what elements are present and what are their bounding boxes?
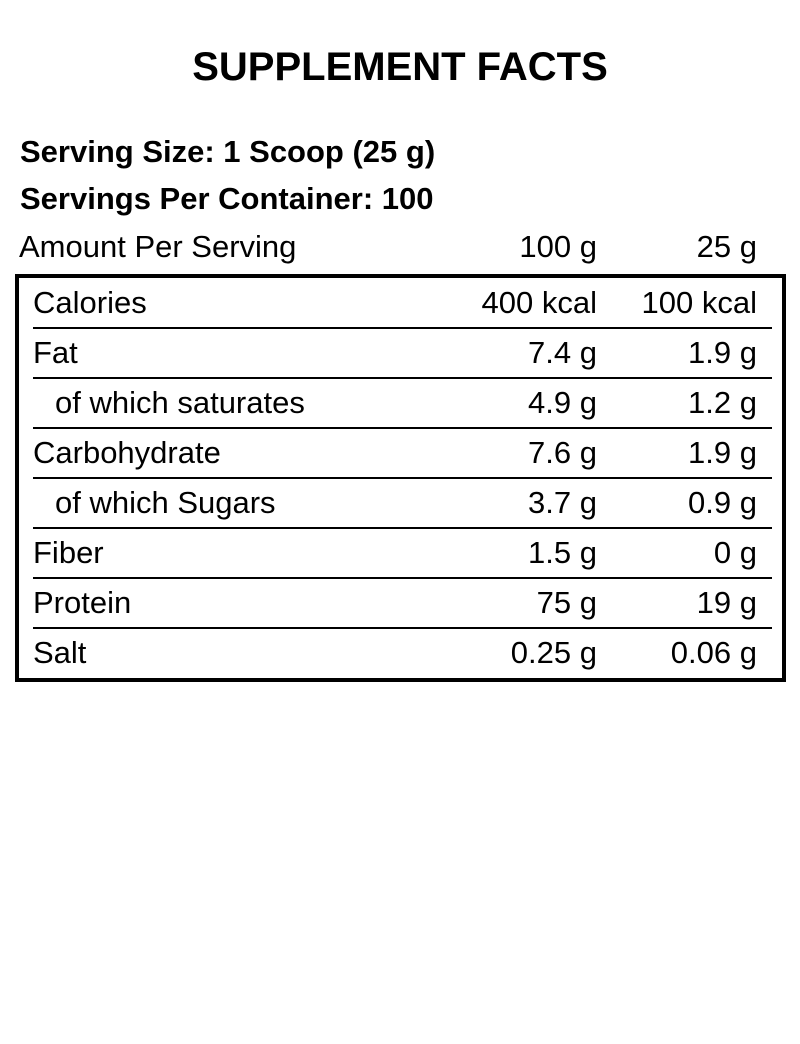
nutrient-label: Calories [33, 285, 147, 320]
value-per-25g: 0 g [713, 535, 757, 570]
table-row: of which saturates 4.9 g 1.2 g [19, 378, 782, 429]
value-per-25g: 0.9 g [688, 485, 757, 520]
serving-size-line: Serving Size: 1 Scoop (25 g) [20, 134, 436, 169]
table-row: Carbohydrate 7.6 g 1.9 g [19, 428, 782, 479]
nutrient-label: Carbohydrate [33, 435, 221, 470]
value-per-100g: 3.7 g [528, 485, 597, 520]
table-row: Fiber 1.5 g 0 g [19, 528, 782, 579]
value-per-100g: 4.9 g [528, 385, 597, 420]
value-per-25g: 100 kcal [641, 285, 757, 320]
column-header-25g: 25 g [696, 229, 757, 264]
value-per-100g: 1.5 g [528, 535, 597, 570]
column-header-row: Amount Per Serving 100 g 25 g [19, 226, 782, 268]
table-row: Protein 75 g 19 g [19, 578, 782, 629]
supplement-facts-label: SUPPLEMENT FACTS Serving Size: 1 Scoop (… [0, 44, 800, 1044]
nutrient-label: Protein [33, 585, 132, 620]
value-per-25g: 1.9 g [688, 335, 757, 370]
value-per-100g: 7.4 g [528, 335, 597, 370]
value-per-25g: 1.9 g [688, 435, 757, 470]
column-header-100g: 100 g [519, 229, 597, 264]
nutrient-label: Salt [33, 635, 87, 670]
table-row: Salt 0.25 g 0.06 g [19, 628, 782, 678]
value-per-100g: 0.25 g [510, 635, 597, 670]
nutrient-label: Fat [33, 335, 78, 370]
table-row: Fat 7.4 g 1.9 g [19, 328, 782, 379]
servings-per-container-line: Servings Per Container: 100 [20, 181, 434, 216]
value-per-100g: 400 kcal [481, 285, 597, 320]
value-per-25g: 0.06 g [670, 635, 757, 670]
table-row: of which Sugars 3.7 g 0.9 g [19, 478, 782, 529]
value-per-100g: 7.6 g [528, 435, 597, 470]
nutrition-table: Calories 400 kcal 100 kcal Fat 7.4 g 1.9… [15, 274, 786, 682]
nutrient-label: Fiber [33, 535, 104, 570]
value-per-25g: 1.2 g [688, 385, 757, 420]
table-row: Calories 400 kcal 100 kcal [19, 278, 782, 329]
nutrient-label: of which Sugars [55, 485, 276, 520]
amount-per-serving-label: Amount Per Serving [19, 229, 297, 264]
value-per-100g: 75 g [536, 585, 597, 620]
value-per-25g: 19 g [696, 585, 757, 620]
nutrient-label: of which saturates [55, 385, 305, 420]
serving-info: Serving Size: 1 Scoop (25 g) Servings Pe… [20, 128, 800, 222]
page-title: SUPPLEMENT FACTS [192, 45, 608, 89]
